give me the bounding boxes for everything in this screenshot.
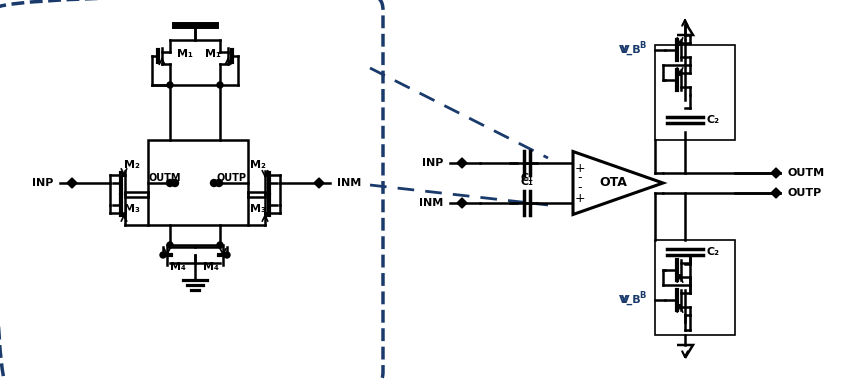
Text: M₄: M₄ (170, 262, 186, 272)
Text: V: V (621, 45, 630, 55)
Text: +: + (574, 162, 585, 174)
Text: M₃: M₃ (250, 204, 266, 214)
Circle shape (217, 242, 223, 248)
Text: M₄: M₄ (203, 262, 219, 272)
Text: OUTP: OUTP (217, 173, 247, 183)
Circle shape (210, 179, 218, 187)
Circle shape (215, 179, 223, 187)
Text: V_B: V_B (619, 295, 642, 305)
Bar (655, 45, 735, 140)
Circle shape (167, 82, 173, 88)
Text: V: V (621, 295, 630, 305)
Bar (148, 140, 248, 225)
Polygon shape (67, 178, 77, 188)
Text: INP: INP (32, 178, 53, 188)
Text: M₁: M₁ (205, 49, 221, 59)
Polygon shape (314, 178, 324, 188)
Circle shape (217, 82, 223, 88)
Polygon shape (771, 188, 781, 198)
Text: C₁: C₁ (521, 173, 533, 183)
Text: OTA: OTA (599, 176, 627, 190)
Text: -: - (578, 171, 582, 185)
Text: M₂: M₂ (250, 160, 266, 170)
Text: C₂: C₂ (707, 247, 720, 257)
Text: INP: INP (421, 158, 443, 168)
Bar (655, 240, 735, 335)
Text: +: + (574, 192, 585, 204)
Circle shape (224, 252, 230, 258)
Text: OUTP: OUTP (788, 188, 822, 198)
Text: OUTM: OUTM (149, 173, 182, 183)
Text: C₂: C₂ (707, 115, 720, 125)
Circle shape (160, 252, 166, 258)
Text: M₂: M₂ (124, 160, 140, 170)
Polygon shape (457, 198, 467, 208)
Text: V_B: V_B (619, 45, 642, 55)
Text: C₁: C₁ (521, 177, 533, 187)
Circle shape (167, 242, 173, 248)
Text: B: B (639, 291, 645, 300)
Circle shape (167, 179, 173, 187)
Text: B: B (639, 41, 645, 50)
Text: M₁: M₁ (177, 49, 193, 59)
Polygon shape (573, 152, 663, 214)
Text: -: - (578, 182, 582, 195)
Polygon shape (457, 158, 467, 168)
Polygon shape (771, 168, 781, 178)
Text: OUTM: OUTM (788, 168, 825, 178)
Circle shape (172, 179, 178, 187)
Text: M₃: M₃ (124, 204, 140, 214)
Text: INM: INM (419, 198, 443, 208)
Text: INM: INM (337, 178, 362, 188)
